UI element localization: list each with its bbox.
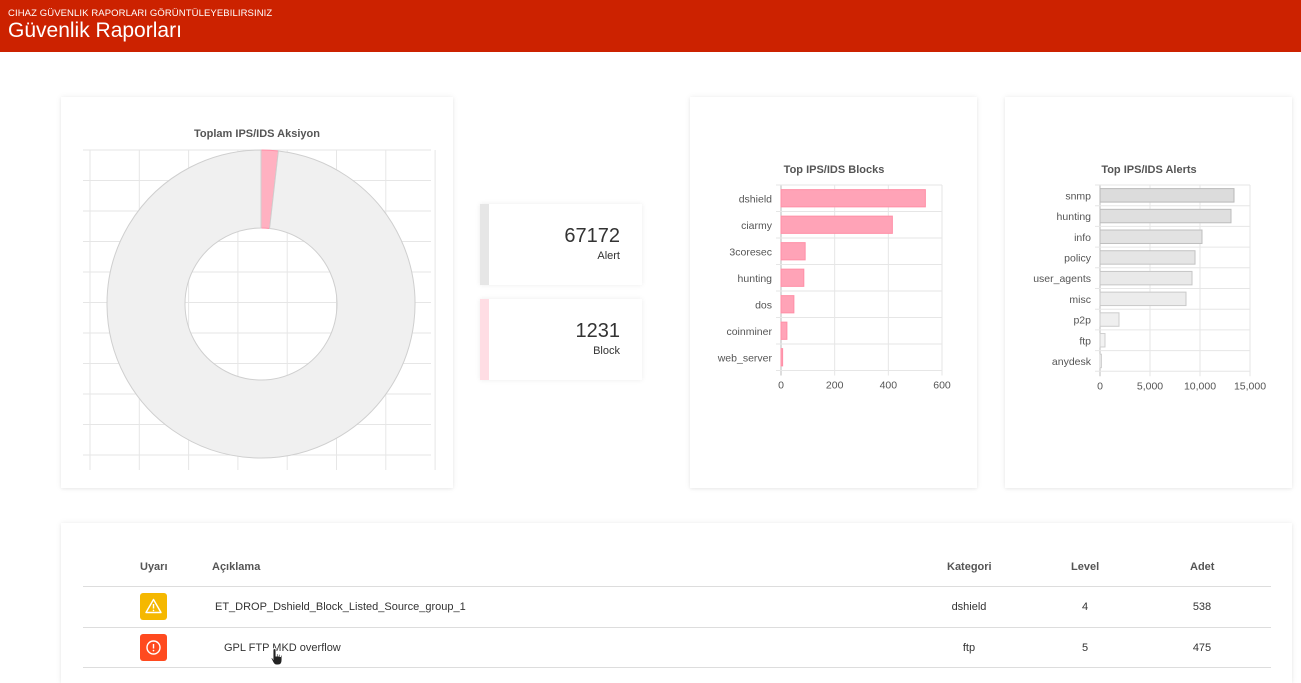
column-header-kategori[interactable]: Kategori [947,561,992,573]
category-label: hunting [1057,211,1092,223]
bar-p2p [1099,312,1120,327]
x-tick-label: 0 [1097,380,1103,392]
bar-info [1099,229,1203,244]
bar-hunting [780,268,805,287]
bar-ciarmy [780,215,893,234]
bar-ftp [1099,333,1106,348]
row-level: 4 [1081,601,1089,613]
bar-3coresec [780,242,806,261]
category-label: web_server [717,352,773,364]
category-label: dshield [739,193,772,205]
bar-dshield [780,189,926,208]
bar-policy [1099,250,1196,265]
bar-web_server [780,348,784,367]
bar-anydesk [1099,353,1102,369]
donut-slice-alert [106,149,416,459]
bar-coinminer [780,321,788,340]
alert-stat-card: 67172 Alert [480,204,642,285]
alerts-bar-chart: Top IPS/IDS Alerts 0 5,000 10,000 15,000 snm… [1033,164,1266,392]
row-description: GPL FTP MKD overflow [224,642,341,654]
donut-chart-title: Toplam IPS/IDS Aksiyon [194,128,320,140]
column-header-adet[interactable]: Adet [1190,561,1215,573]
category-label: dos [755,299,772,311]
row-count: 475 [1192,642,1212,654]
category-label: anydesk [1052,356,1092,368]
exclamation-circle-icon [140,634,167,661]
block-label: Block [593,345,620,357]
blocks-chart-title: Top IPS/IDS Blocks [784,164,885,176]
category-label: user_agents [1033,273,1091,285]
x-tick-label: 10,000 [1184,380,1216,392]
alerts-chart-title: Top IPS/IDS Alerts [1101,164,1196,176]
alerts-table-card [61,523,1292,683]
bar-user_agents [1099,270,1193,286]
column-header-level[interactable]: Level [1071,561,1100,573]
table-row-divider [83,667,1271,668]
alert-count: 67172 [564,225,620,247]
category-label: 3coresec [729,246,772,258]
category-label: ftp [1079,335,1091,347]
category-label: misc [1069,294,1091,306]
hand-cursor-icon [270,648,283,666]
block-stat-card: 1231 Block [480,299,642,380]
category-label: p2p [1073,315,1091,327]
row-description: ET_DROP_Dshield_Block_Listed_Source_grou… [215,601,466,613]
category-label: policy [1064,252,1092,264]
donut-slices [106,149,416,459]
warning-triangle-icon [140,593,167,620]
alert-stat-accent [480,204,489,285]
column-header-aciklama[interactable]: Açıklama [212,561,261,573]
x-tick-label: 5,000 [1137,380,1163,392]
alert-label: Alert [597,250,620,262]
page-title: Güvenlik Raporları [8,19,182,42]
row-count: 538 [1192,601,1212,613]
x-tick-label: 600 [933,380,951,392]
row-level: 5 [1081,642,1089,654]
x-tick-label: 200 [826,380,844,392]
category-label: info [1074,232,1091,244]
x-tick-label: 0 [778,380,784,392]
bar-dos [780,295,795,314]
page-subtitle: CIHAZ GÜVENLIK RAPORLARI GÖRÜNTÜLEYEBILI… [8,8,273,19]
x-tick-label: 400 [880,380,898,392]
category-label: coinminer [726,326,772,338]
donut-chart-card: Toplam IPS/IDS Aksiyon [61,97,453,488]
category-label: hunting [738,273,773,285]
category-label: ciarmy [741,220,773,232]
bar-misc [1099,291,1187,307]
category-label: snmp [1065,190,1091,202]
column-header-uyari[interactable]: Uyarı [140,561,168,573]
block-count: 1231 [575,320,621,342]
table-header-divider [83,586,1271,587]
alerts-chart-card: Top IPS/IDS Alerts 0 5,000 10,000 15,000 snm… [1005,97,1292,488]
block-stat-accent [480,299,489,380]
blocks-chart-card: Top IPS/IDS Blocks 0 200 400 600 dshield ciar… [690,97,977,488]
table-row-divider [83,627,1271,628]
row-category: dshield [951,601,987,613]
donut-chart: Toplam IPS/IDS Aksiyon [83,128,436,470]
page-header: CIHAZ GÜVENLIK RAPORLARI GÖRÜNTÜLEYEBILI… [0,0,1301,52]
bar-snmp [1099,188,1235,203]
x-tick-label: 15,000 [1234,380,1266,392]
blocks-bar-chart: Top IPS/IDS Blocks 0 200 400 600 dshield ciar… [717,164,951,392]
row-category: ftp [962,642,976,654]
bar-hunting [1099,208,1232,224]
